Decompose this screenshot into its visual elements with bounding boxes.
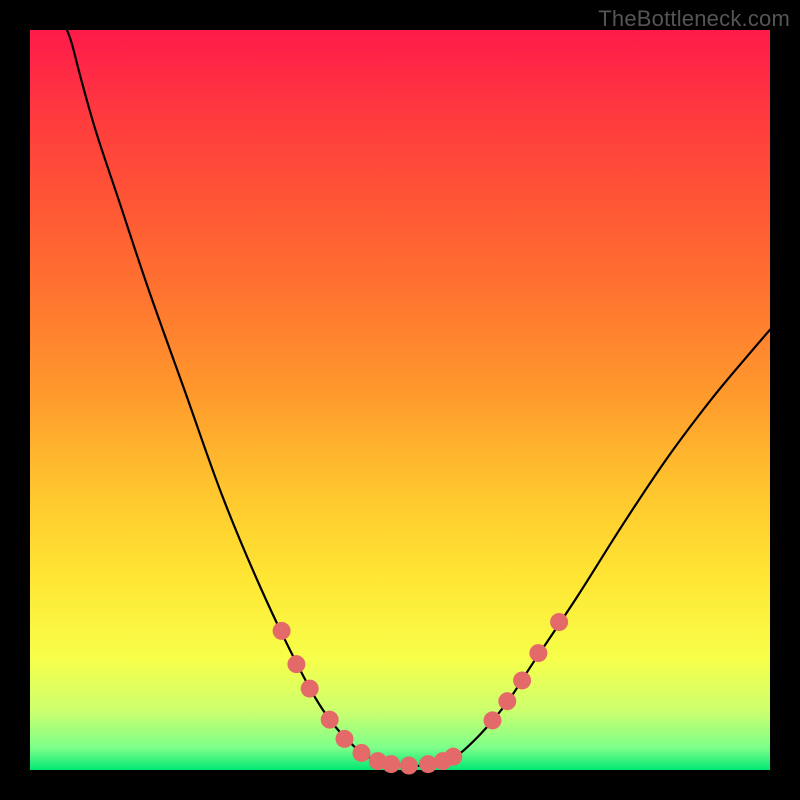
marker-point	[498, 692, 516, 710]
marker-point	[550, 613, 568, 631]
marker-point	[419, 755, 437, 773]
marker-point	[382, 755, 400, 773]
marker-point	[273, 622, 291, 640]
marker-point	[513, 671, 531, 689]
bottleneck-chart	[0, 0, 800, 800]
watermark-text: TheBottleneck.com	[598, 6, 790, 32]
marker-point	[529, 644, 547, 662]
marker-point	[484, 711, 502, 729]
plot-background	[30, 30, 770, 770]
marker-point	[287, 655, 305, 673]
marker-point	[353, 744, 371, 762]
marker-point	[321, 711, 339, 729]
marker-point	[336, 730, 354, 748]
marker-point	[301, 680, 319, 698]
marker-point	[444, 748, 462, 766]
marker-point	[400, 757, 418, 775]
